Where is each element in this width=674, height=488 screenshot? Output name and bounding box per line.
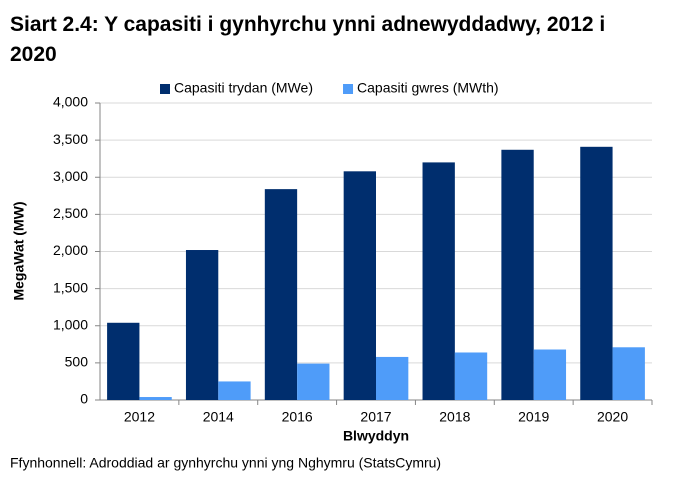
legend-swatch: [160, 84, 170, 94]
bar: [343, 171, 376, 400]
bar: [501, 149, 534, 400]
x-tick-label: 2019: [518, 409, 549, 425]
bar: [422, 162, 455, 400]
source-note: Ffynhonnell: Adroddiad ar gynhyrchu ynni…: [10, 455, 441, 471]
y-tick-label: 1,000: [53, 316, 88, 332]
y-tick-label: 3,000: [53, 168, 88, 184]
legend-swatch: [343, 84, 354, 94]
bar: [218, 381, 251, 400]
y-axis-title: MegaWat (MW): [11, 201, 27, 300]
y-tick-label: 1,500: [53, 279, 88, 295]
x-tick-label: 2016: [282, 409, 313, 425]
legend-label: Capasiti trydan (MWe): [174, 80, 313, 96]
bar: [612, 347, 645, 400]
bar: [533, 349, 567, 400]
y-tick-label: 500: [65, 354, 89, 370]
x-tick-label: 2018: [439, 409, 470, 425]
x-tick-label: 2014: [203, 409, 234, 425]
y-tick-label: 0: [80, 391, 88, 407]
y-tick-label: 4,000: [53, 94, 88, 110]
x-tick-label: 2020: [597, 409, 628, 425]
x-tick-label: 2012: [124, 409, 155, 425]
chart-title: Siart 2.4: Y capasiti i gynhyrchu ynni a…: [10, 13, 606, 66]
bar: [297, 363, 330, 400]
bar: [580, 146, 613, 400]
y-tick-label: 3,500: [53, 131, 88, 147]
x-axis-title: Blwyddyn: [343, 428, 409, 444]
y-tick-label: 2,500: [53, 205, 88, 221]
bar: [139, 397, 172, 400]
bar: [264, 189, 298, 400]
x-tick-label: 2017: [360, 409, 391, 425]
legend-label: Capasiti gwres (MWth): [357, 80, 499, 96]
bar: [454, 352, 488, 400]
y-tick-label: 2,000: [53, 242, 88, 258]
bar: [185, 250, 219, 400]
bar: [107, 322, 140, 400]
bar: [376, 356, 409, 400]
